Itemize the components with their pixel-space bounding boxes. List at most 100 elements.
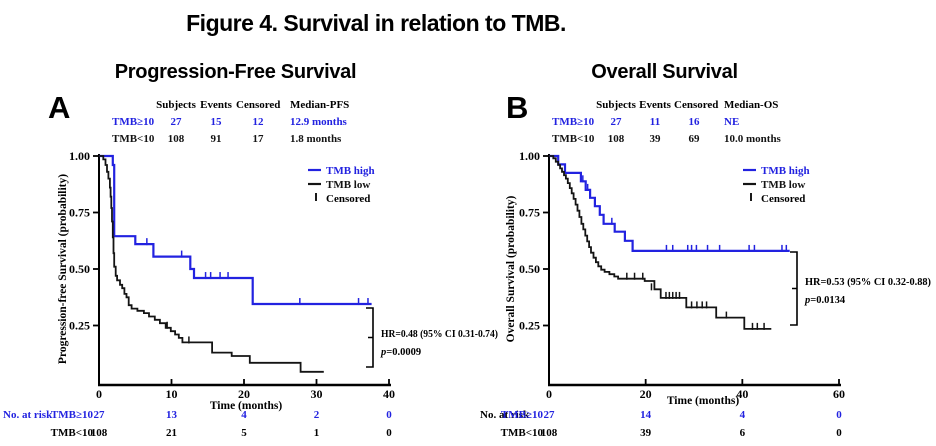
x-tick-label: 20 bbox=[238, 387, 250, 401]
stats-censored: 17 bbox=[252, 133, 264, 145]
stats-header: Subjects bbox=[596, 99, 636, 111]
os-stats-table: Subjects Events Censored Median-OS TMB≥10 27 1… bbox=[552, 97, 824, 148]
legend-label-tmb-low: TMB low bbox=[761, 179, 805, 191]
risk-value: 6 bbox=[740, 427, 746, 439]
stats-events: 15 bbox=[210, 116, 222, 128]
comparison-bracket bbox=[366, 307, 374, 368]
stats-events: 39 bbox=[649, 133, 661, 145]
y-tick-label: 0.25 bbox=[519, 319, 540, 333]
x-tick-label: 20 bbox=[640, 387, 652, 401]
risk-value: 108 bbox=[91, 427, 108, 439]
risk-row-label: TMB≥10 bbox=[51, 409, 94, 421]
stats-censored: 69 bbox=[688, 133, 700, 145]
risk-value: 13 bbox=[166, 409, 178, 421]
stats-median: NE bbox=[724, 116, 740, 128]
risk-value: 21 bbox=[166, 427, 177, 439]
risk-value: 1 bbox=[314, 427, 320, 439]
risk-value: 0 bbox=[386, 427, 392, 439]
legend-censored-label: Censored bbox=[761, 193, 805, 205]
risk-row-label: TMB<10 bbox=[501, 427, 544, 439]
risk-value: 4 bbox=[241, 409, 247, 421]
risk-table-title: No. at risk bbox=[3, 409, 53, 421]
km-curve-tmb-high bbox=[99, 154, 372, 306]
x-tick-label: 10 bbox=[166, 387, 178, 401]
stats-censored: 16 bbox=[688, 116, 700, 128]
panel-a-label: A bbox=[48, 90, 71, 125]
panel-b-label: B bbox=[506, 90, 529, 125]
stats-events: 11 bbox=[649, 116, 661, 128]
stats-row-label: TMB≥10 bbox=[112, 116, 155, 128]
stats-row-label: TMB<10 bbox=[552, 133, 595, 145]
stats-events: 91 bbox=[210, 133, 222, 145]
p-value-annotation: p=0.0134 bbox=[804, 295, 846, 306]
x-tick-label: 0 bbox=[96, 387, 102, 401]
stats-header: Events bbox=[200, 99, 232, 111]
figure-title: Figure 4. Survival in relation to TMB. bbox=[186, 10, 566, 36]
risk-value: 39 bbox=[640, 427, 652, 439]
risk-value: 14 bbox=[640, 409, 652, 421]
stats-median: 12.9 months bbox=[290, 116, 347, 128]
risk-value: 27 bbox=[544, 409, 556, 421]
y-tick-label: 1.00 bbox=[69, 149, 90, 163]
y-axis-title: Progression-free Survival (probability) bbox=[57, 174, 69, 364]
x-tick-label: 60 bbox=[833, 387, 845, 401]
risk-row-label: TMB≥10 bbox=[501, 409, 544, 421]
legend-label-tmb-high: TMB high bbox=[326, 165, 375, 177]
risk-value: 0 bbox=[386, 409, 392, 421]
panel-a-title: Progression-Free Survival bbox=[114, 61, 357, 83]
stats-header: Subjects bbox=[156, 99, 196, 111]
legend-label-tmb-high: TMB high bbox=[761, 165, 810, 177]
km-curve-tmb-high bbox=[549, 154, 790, 252]
stats-subjects: 27 bbox=[170, 116, 182, 128]
x-axis-title: Time (months) bbox=[667, 395, 739, 407]
p-value-annotation: p=0.0009 bbox=[380, 347, 421, 358]
stats-subjects: 27 bbox=[610, 116, 622, 128]
hr-annotation: HR=0.48 (95% CI 0.31-0.74) bbox=[381, 329, 498, 340]
y-tick-label: 0.50 bbox=[69, 262, 90, 276]
stats-row-label: TMB<10 bbox=[112, 133, 155, 145]
x-tick-label: 0 bbox=[546, 387, 552, 401]
risk-table-title: No. at risk bbox=[480, 409, 530, 421]
stats-censored: 12 bbox=[252, 116, 264, 128]
y-axis-title: Overall Survival (probability) bbox=[505, 195, 517, 342]
stats-median: 1.8 months bbox=[290, 133, 342, 145]
stats-header: Censored bbox=[236, 99, 281, 111]
x-tick-label: 30 bbox=[311, 387, 323, 401]
risk-value: 108 bbox=[541, 427, 558, 439]
risk-value: 0 bbox=[836, 409, 842, 421]
x-axis-title: Time (months) bbox=[210, 400, 282, 412]
risk-value: 0 bbox=[836, 427, 842, 439]
legend-censored-label: Censored bbox=[326, 193, 370, 205]
stats-header: Median-PFS bbox=[290, 99, 350, 111]
panel-b-title: Overall Survival bbox=[591, 61, 738, 83]
stats-median: 10.0 months bbox=[724, 133, 781, 145]
x-tick-label: 40 bbox=[383, 387, 395, 401]
y-tick-label: 0.50 bbox=[519, 262, 540, 276]
hr-annotation: HR=0.53 (95% CI 0.32-0.88) bbox=[805, 277, 931, 288]
x-tick-label: 40 bbox=[736, 387, 748, 401]
stats-header: Censored bbox=[674, 99, 719, 111]
risk-value: 2 bbox=[314, 409, 320, 421]
stats-subjects: 108 bbox=[607, 133, 625, 145]
y-tick-label: 1.00 bbox=[519, 149, 540, 163]
y-tick-label: 0.25 bbox=[69, 319, 90, 333]
legend-label-tmb-low: TMB low bbox=[326, 179, 370, 191]
risk-row-label: TMB<10 bbox=[51, 427, 94, 439]
stats-row-label: TMB≥10 bbox=[552, 116, 595, 128]
risk-value: 4 bbox=[740, 409, 746, 421]
stats-header: Events bbox=[639, 99, 671, 111]
stats-header: Median-OS bbox=[724, 99, 779, 111]
km-curve-tmb-low bbox=[549, 155, 772, 330]
stats-corner bbox=[552, 97, 596, 114]
km-curve-tmb-low bbox=[99, 155, 324, 373]
y-tick-label: 0.75 bbox=[69, 206, 90, 220]
stats-subjects: 108 bbox=[167, 133, 185, 145]
comparison-bracket bbox=[790, 251, 798, 326]
risk-value: 5 bbox=[241, 427, 247, 439]
pfs-stats-table: Subjects Events Censored Median-PFS TMB≥10 27… bbox=[112, 97, 380, 148]
y-tick-label: 0.75 bbox=[519, 206, 540, 220]
stats-corner bbox=[112, 97, 156, 114]
